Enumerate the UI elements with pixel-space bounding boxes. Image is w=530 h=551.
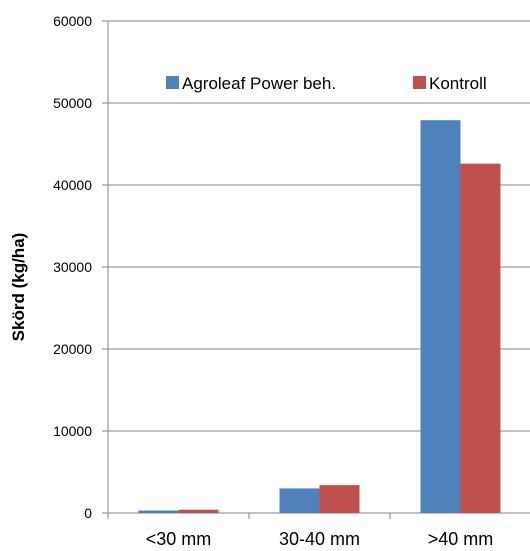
legend: Agroleaf Power beh. Kontroll xyxy=(166,74,487,93)
x-tick-labels: <30 mm 30-40 mm >40 mm xyxy=(146,529,494,549)
legend-label-kontroll: Kontroll xyxy=(429,74,487,93)
y-tick-label: 0 xyxy=(84,505,92,521)
y-tick-label: 50000 xyxy=(53,95,92,111)
legend-swatch-agroleaf xyxy=(166,76,179,89)
y-axis-label: Skörd (kg/ha) xyxy=(9,233,28,342)
x-tick-label: <30 mm xyxy=(146,529,212,549)
bar-kontroll-0 xyxy=(178,509,219,513)
y-tick-label: 60000 xyxy=(53,13,92,29)
bars xyxy=(138,120,501,513)
bar-agroleaf-1 xyxy=(279,488,320,513)
bar-agroleaf-0 xyxy=(138,510,179,513)
bar-kontroll-2 xyxy=(460,163,501,513)
legend-swatch-kontroll xyxy=(413,76,426,89)
y-tick-labels: 0 10000 20000 30000 40000 50000 60000 xyxy=(53,13,92,521)
x-tick-label: >40 mm xyxy=(428,529,494,549)
y-tick-label: 40000 xyxy=(53,177,92,193)
bar-agroleaf-2 xyxy=(420,120,461,513)
y-tick-label: 20000 xyxy=(53,341,92,357)
y-tick-label: 10000 xyxy=(53,423,92,439)
x-tick-label: 30-40 mm xyxy=(279,529,360,549)
y-tick-label: 30000 xyxy=(53,259,92,275)
legend-label-agroleaf: Agroleaf Power beh. xyxy=(182,74,336,93)
bar-kontroll-1 xyxy=(319,485,360,513)
